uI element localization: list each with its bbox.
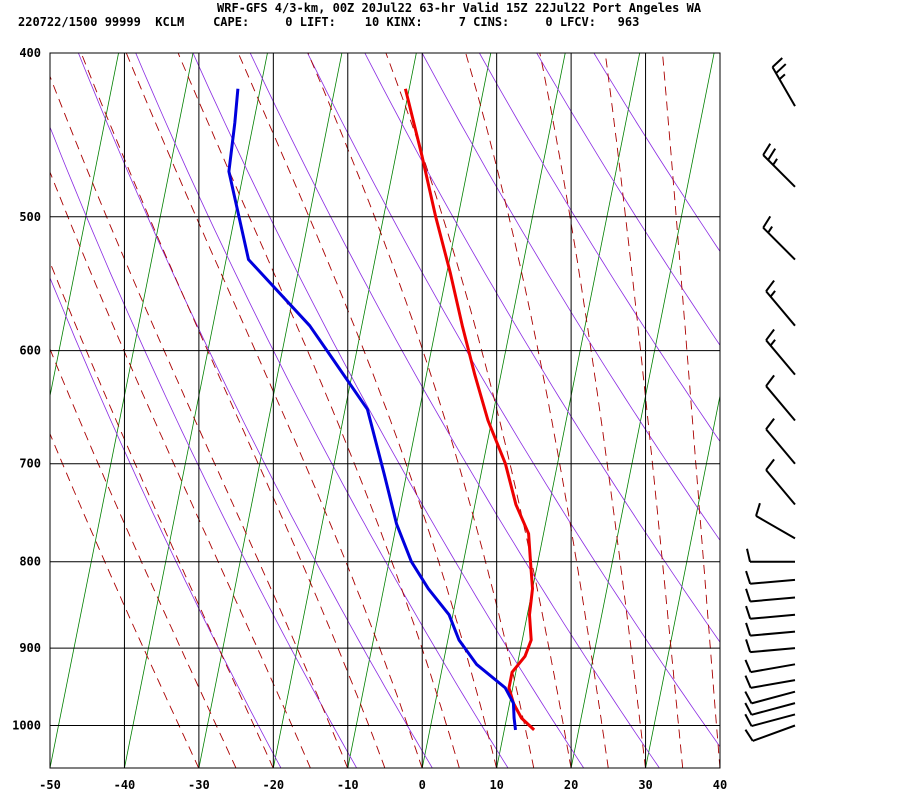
x-tick-label: -30: [188, 778, 210, 792]
isotherm-line: [645, 393, 720, 768]
moist-adiabat-line: [80, 53, 386, 768]
wind-barb: [745, 622, 796, 637]
wind-barb: [765, 458, 796, 506]
pressure-tick-label: 500: [19, 210, 41, 224]
pressure-tick-label: 900: [19, 641, 41, 655]
dewpoint-profile: [227, 88, 517, 731]
dry-adiabat-line: [135, 53, 509, 768]
profiles: [227, 88, 536, 731]
pressure-tick-label: 700: [19, 457, 41, 471]
wind-barb: [745, 605, 796, 620]
pressure-tick-label: 800: [19, 555, 41, 569]
moist-adiabat-line: [50, 170, 311, 768]
dry-adiabat-line: [307, 53, 720, 748]
tick-labels: -50 -40 -30 -20 -10 0 10 20 30 40 400 500 600 700 800 9…: [12, 46, 727, 792]
pressure-tick-label: 600: [19, 344, 41, 358]
moist-adiabat-line: [465, 53, 609, 768]
wind-barb: [745, 588, 796, 603]
dry-adiabat-line: [478, 53, 720, 443]
wind-barb: [744, 702, 796, 716]
isotherm-line: [496, 53, 641, 768]
moist-adiabat-line: [50, 261, 274, 768]
moist-adiabat-line: [50, 75, 349, 768]
moist-adiabat-line: [125, 53, 423, 768]
dry-adiabat-line: [536, 53, 720, 346]
isotherm-line: [50, 53, 119, 398]
x-tick-label: 0: [419, 778, 426, 792]
isotherm-line: [0, 15, 52, 768]
dry-adiabat-line: [192, 53, 585, 768]
isotherm-line: [50, 53, 194, 768]
isotherm-line: [272, 53, 417, 768]
wind-barb: [755, 502, 796, 540]
wind-barb: [744, 724, 796, 742]
wind-barb: [744, 675, 796, 689]
plot-frame: [49, 52, 721, 769]
moist-adiabat-line: [385, 53, 572, 768]
dry-adiabat-line: [249, 53, 660, 768]
background-lines: [0, 15, 900, 768]
moist-adiabat-line: [177, 53, 460, 768]
isotherm-line: [347, 53, 492, 768]
dry-adiabat-line: [364, 53, 720, 643]
isotherm-line: [421, 53, 566, 768]
wind-barb: [765, 374, 796, 422]
isotherm-line: [794, 15, 900, 768]
x-tick-label: 20: [564, 778, 578, 792]
wind-barb: [744, 713, 796, 728]
wind-barb: [765, 328, 796, 376]
wind-barb: [744, 690, 796, 705]
dry-adiabat-line: [77, 53, 433, 768]
isotherm-line: [869, 15, 900, 768]
isotherm-line: [124, 53, 268, 768]
wind-barb: [744, 659, 796, 674]
wind-barb: [765, 279, 796, 327]
wind-barb: [746, 548, 795, 563]
wind-barb: [762, 143, 796, 188]
moist-adiabat-line: [604, 53, 684, 768]
moist-adiabat-line: [50, 347, 237, 768]
pressure-tick-label: 1000: [12, 719, 41, 733]
pressure-tick-label: 400: [19, 46, 41, 60]
x-tick-label: -10: [337, 778, 359, 792]
wind-barb: [745, 570, 796, 585]
x-tick-label: 10: [489, 778, 503, 792]
dry-adiabat-line: [421, 53, 720, 542]
isotherm-line: [570, 53, 715, 768]
x-tick-label: -20: [262, 778, 284, 792]
x-tick-label: -40: [114, 778, 136, 792]
moist-adiabat-line: [307, 53, 535, 768]
wind-barb: [765, 417, 796, 465]
isotherm-line: [198, 53, 343, 768]
moist-adiabat-line: [662, 53, 720, 768]
x-tick-label: -50: [39, 778, 61, 792]
wind-barb: [745, 639, 796, 654]
dry-adiabat-line: [50, 126, 358, 768]
dry-adiabat-line: [50, 276, 282, 768]
stability-indices: 220722/1500 99999 KCLM CAPE: 0 LIFT: 10 …: [18, 15, 640, 29]
x-tick-label: 30: [638, 778, 652, 792]
wind-barb: [771, 57, 796, 107]
wind-barbs: [744, 57, 796, 742]
moist-adiabat-line: [539, 53, 646, 768]
moist-adiabat-line: [237, 53, 497, 768]
isotherm-line: [719, 765, 720, 768]
chart-title: WRF-GFS 4/3-km, 00Z 20Jul22 63-hr Valid …: [217, 1, 702, 15]
dry-adiabat-line: [593, 53, 720, 253]
wind-barb: [762, 215, 796, 261]
x-tick-label: 40: [713, 778, 727, 792]
temperature-profile: [403, 88, 536, 731]
moist-adiabat-line: [50, 432, 200, 768]
